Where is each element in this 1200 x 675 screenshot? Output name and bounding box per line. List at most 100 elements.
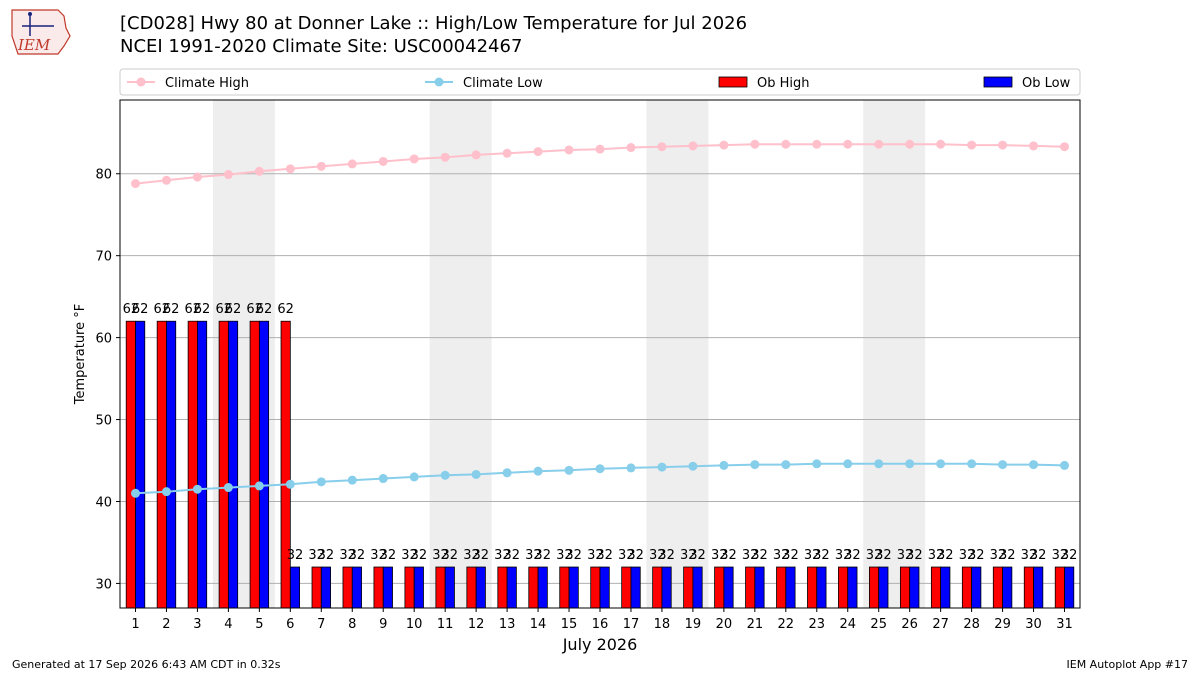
climate-low-point-27	[936, 459, 946, 469]
climate-low-point-15	[564, 465, 574, 475]
climate-high-point-14	[533, 147, 543, 157]
climate-high-point-8	[347, 159, 357, 169]
x-tick-label-28: 28	[963, 617, 980, 632]
y-axis-label: Temperature °F	[73, 304, 88, 405]
climate-high-point-11	[440, 152, 450, 162]
ob-high-bar-21	[745, 566, 756, 609]
iem-logo: IEM	[11, 9, 71, 55]
legend-climate-low-label: Climate Low	[463, 76, 543, 91]
legend-climate-low-marker	[434, 77, 444, 87]
ob-low-label-16: 32	[596, 548, 613, 563]
x-tick-label-1: 1	[131, 617, 139, 632]
climate-high-point-27	[936, 139, 946, 149]
x-tick-label-19: 19	[685, 617, 702, 632]
climate-low-point-30	[1029, 460, 1039, 470]
ob-high-label-26: 32	[897, 548, 914, 563]
ob-low-bar-27	[940, 566, 951, 609]
ob-low-label-27: 32	[937, 548, 954, 563]
climate-high-point-17	[626, 143, 636, 153]
ob-low-bar-17	[630, 566, 641, 609]
climate-high-point-6	[285, 164, 295, 174]
x-tick-label-14: 14	[530, 617, 547, 632]
ob-high-label-14: 32	[525, 548, 542, 563]
climate-low-point-25	[874, 459, 884, 469]
ob-high-label-19: 32	[680, 548, 697, 563]
ob-low-label-6: 32	[287, 548, 304, 563]
climate-low-point-12	[471, 469, 481, 479]
ob-low-bar-13	[506, 566, 517, 609]
ob-low-bar-29	[1002, 566, 1013, 609]
ob-high-bar-15	[559, 566, 570, 609]
ob-low-bar-19	[692, 566, 703, 609]
x-tick-label-11: 11	[437, 617, 454, 632]
x-tick-label-25: 25	[870, 617, 887, 632]
ob-low-label-28: 32	[968, 548, 985, 563]
x-tick-label-13: 13	[499, 617, 516, 632]
x-tick-label-7: 7	[317, 617, 325, 632]
ob-high-label-11: 32	[432, 548, 449, 563]
ob-high-bar-20	[714, 566, 725, 609]
ob-high-bar-12	[466, 566, 477, 609]
ob-high-bar-16	[590, 566, 601, 609]
x-tick-label-17: 17	[623, 617, 640, 632]
ob-low-bar-20	[723, 566, 734, 609]
climate-low-point-20	[719, 460, 729, 470]
ob-high-label-17: 32	[618, 548, 635, 563]
x-tick-label-15: 15	[561, 617, 578, 632]
footer-app: IEM Autoplot App #17	[1066, 658, 1189, 671]
ob-low-label-13: 32	[503, 548, 520, 563]
climate-high-point-25	[874, 139, 884, 149]
y-tick-label-30: 30	[95, 577, 112, 592]
climate-low-point-10	[409, 472, 419, 482]
ob-high-label-9: 32	[370, 548, 387, 563]
climate-high-point-19	[688, 141, 698, 151]
x-tick-label-30: 30	[1025, 617, 1042, 632]
legend-ob-low-swatch	[983, 76, 1013, 88]
climate-high-point-23	[812, 139, 822, 149]
ob-high-bar-7	[311, 566, 322, 609]
ob-low-label-20: 32	[720, 548, 737, 563]
climate-low-point-23	[812, 459, 822, 469]
ob-low-bar-3	[197, 320, 208, 609]
climate-low-point-1	[130, 488, 140, 498]
ob-low-bar-10	[413, 566, 424, 609]
climate-low-point-19	[688, 461, 698, 471]
ob-high-bar-13	[497, 566, 508, 609]
ob-low-label-8: 32	[349, 548, 366, 563]
climate-high-point-15	[564, 145, 574, 155]
x-tick-label-3: 3	[193, 617, 201, 632]
climate-low-point-4	[223, 483, 233, 493]
ob-high-label-22: 32	[773, 548, 790, 563]
y-tick-label-80: 80	[95, 168, 112, 183]
ob-low-label-14: 32	[534, 548, 551, 563]
weekend-shade-3	[863, 100, 926, 608]
legend-ob-high-label: Ob High	[757, 76, 810, 91]
ob-high-bar-25	[869, 566, 880, 609]
ob-low-bar-23	[816, 566, 827, 609]
climate-high-point-10	[409, 154, 419, 164]
ob-high-bar-24	[838, 566, 849, 609]
ob-low-label-7: 32	[318, 548, 335, 563]
climate-low-point-3	[192, 484, 202, 494]
climate-low-point-18	[657, 462, 667, 472]
weekend-shade-2	[646, 100, 709, 608]
legend-climate-high-marker	[136, 77, 146, 87]
climate-high-point-4	[223, 170, 233, 180]
climate-high-point-26	[905, 139, 915, 149]
climate-high-point-13	[502, 148, 512, 158]
x-tick-label-26: 26	[901, 617, 918, 632]
footer-generated: Generated at 17 Sep 2026 6:43 AM CDT in …	[12, 658, 281, 671]
ob-high-label-31: 32	[1052, 548, 1069, 563]
ob-high-bar-1	[125, 320, 136, 609]
chart-subtitle: NCEI 1991-2020 Climate Site: USC00042467	[120, 36, 523, 57]
legend-ob-high-swatch	[718, 76, 748, 88]
ob-low-bar-25	[878, 566, 889, 609]
ob-high-label-23: 32	[804, 548, 821, 563]
ob-high-label-21: 32	[742, 548, 759, 563]
climate-high-point-31	[1060, 142, 1070, 152]
ob-high-bar-31	[1054, 566, 1065, 609]
x-tick-label-24: 24	[839, 617, 856, 632]
x-tick-label-5: 5	[255, 617, 263, 632]
ob-high-bar-22	[776, 566, 787, 609]
